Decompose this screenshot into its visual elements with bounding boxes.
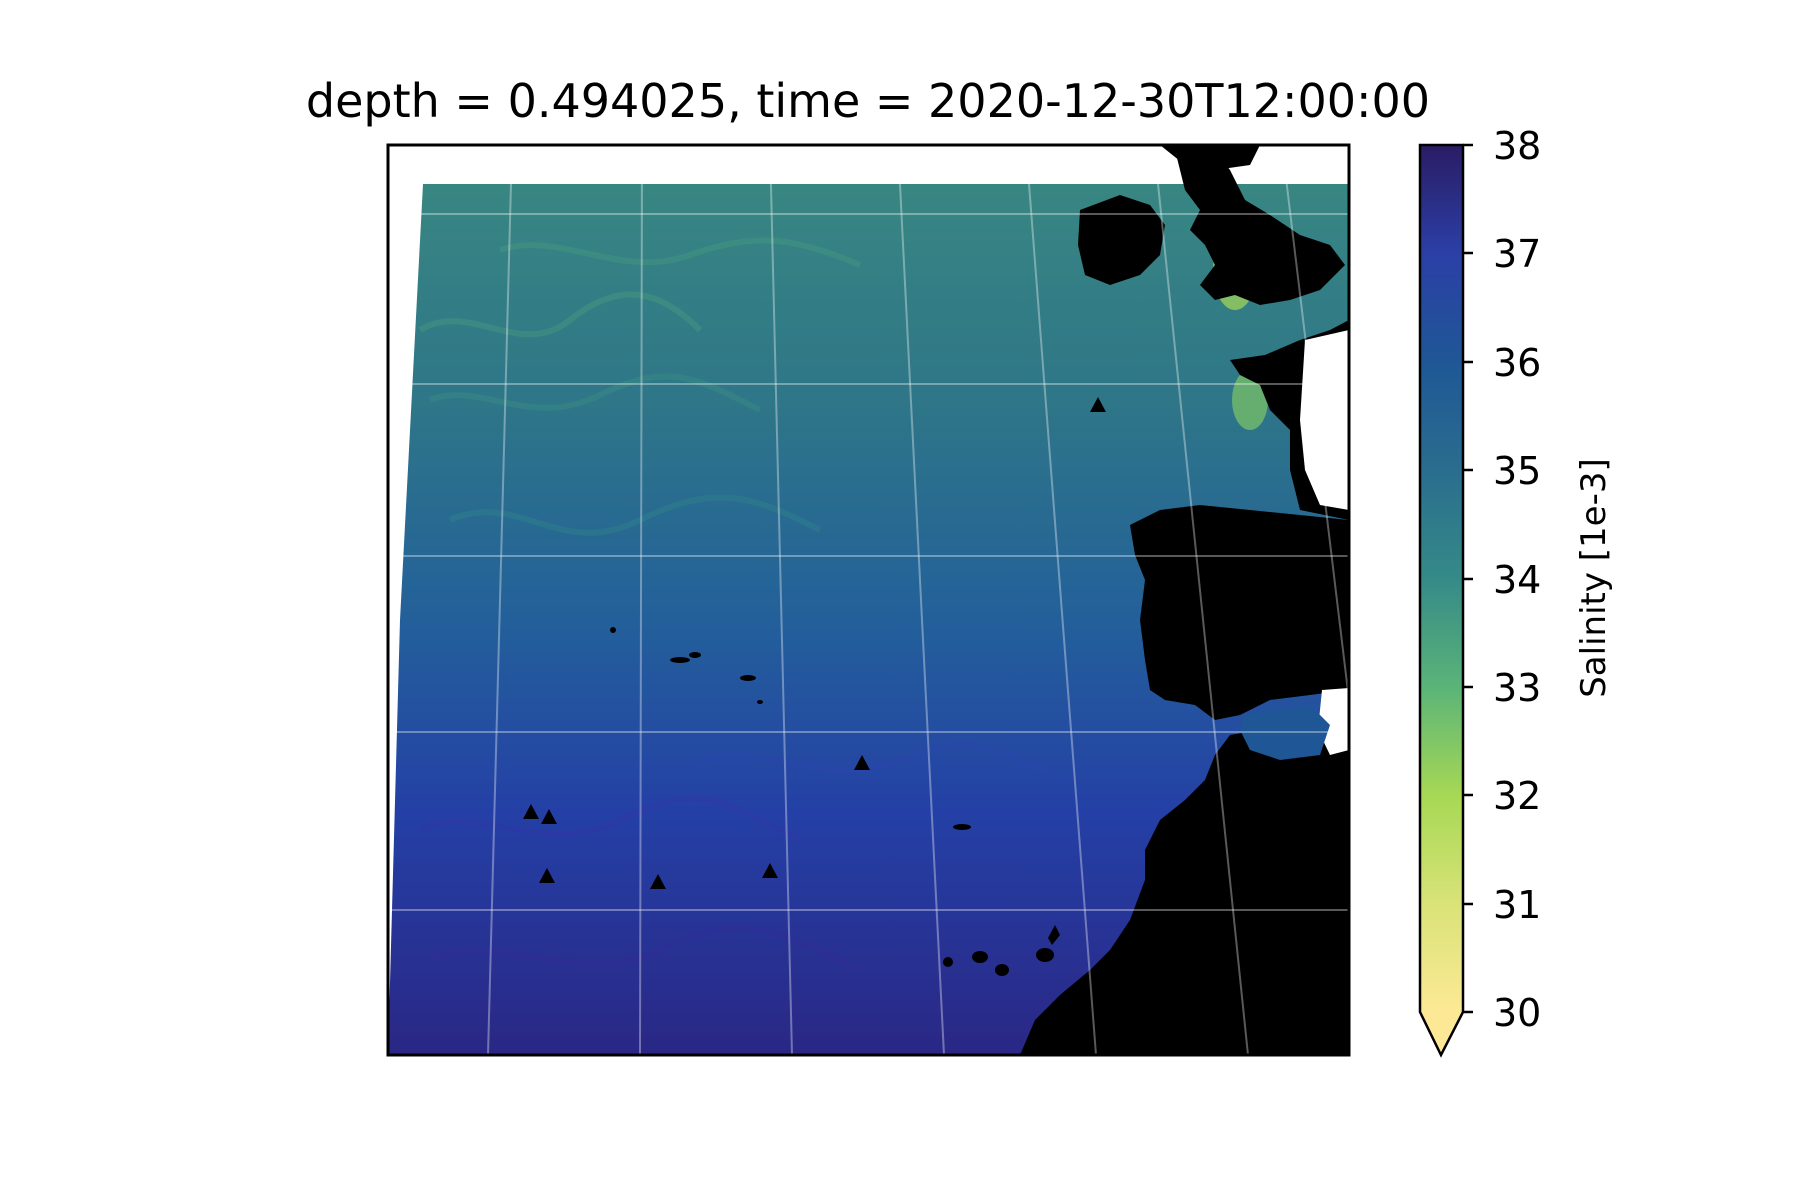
map-title: depth = 0.494025, time = 2020-12-30T12:0… <box>306 74 1430 128</box>
map-axes <box>388 145 1349 1055</box>
colorbar-tick-label: 36 <box>1493 341 1541 385</box>
colorbar-tick-label: 34 <box>1493 558 1541 602</box>
colorbar-gradient <box>1420 145 1463 1012</box>
colorbar-tick-label: 31 <box>1493 883 1541 927</box>
colorbar-tick-label: 37 <box>1493 232 1541 276</box>
colorbar-tick-label: 38 <box>1493 124 1541 168</box>
colorbar: 38 37 36 35 34 33 32 31 30 Salinity [1e-… <box>1420 124 1614 1055</box>
colorbar-tick-label: 30 <box>1493 991 1541 1035</box>
colorbar-tick-label: 32 <box>1493 774 1541 818</box>
colorbar-tick-label: 35 <box>1493 449 1541 493</box>
colorbar-tick-label: 33 <box>1493 666 1541 710</box>
colorbar-label: Salinity [1e-3] <box>1574 458 1614 698</box>
colorbar-extend-min <box>1420 1012 1463 1055</box>
colorbar-ticks <box>1463 145 1473 1012</box>
